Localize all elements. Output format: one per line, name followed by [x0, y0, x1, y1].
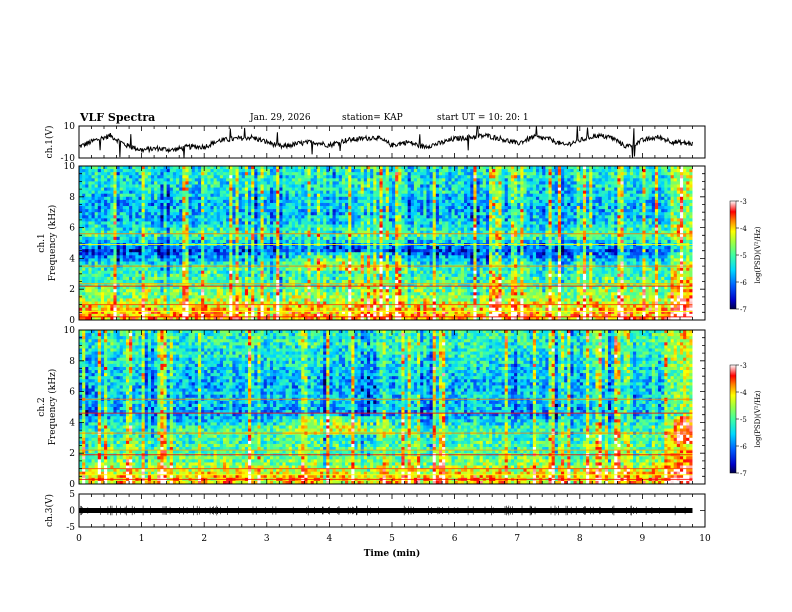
ch1-spec-y-tick-label: 6	[69, 224, 75, 234]
ch1-spec-channel-label: ch.1	[37, 233, 47, 252]
ch3-voltage-panel	[79, 505, 693, 516]
ch1-colorbar	[729, 200, 737, 310]
x-tick-label: 8	[577, 534, 583, 544]
x-tick-label: 7	[514, 534, 520, 544]
ch1-spec-y-tick-label: 4	[69, 254, 75, 264]
figure-title: VLF Spectra	[80, 111, 156, 124]
ch1-colorbar-tick-label: -3	[740, 198, 747, 206]
ch3-x-ticks	[78, 494, 706, 527]
ch2-colorbar-tick-label: -3	[740, 362, 747, 370]
ch1-spec-y-ticks	[79, 165, 705, 321]
ch1-y-tick-label: -10	[61, 154, 76, 164]
ch1-y-tick-label: 10	[64, 122, 76, 132]
ch2-spec-y-ticks	[79, 329, 705, 485]
ch1-spec-y-tick-label: 8	[69, 193, 75, 203]
figure-date: Jan. 29, 2026	[250, 113, 311, 123]
ch3-y-tick-label: 0	[69, 507, 75, 517]
x-axis-label: Time (min)	[364, 548, 421, 559]
ch3-y-tick-label: 5	[69, 490, 75, 500]
ch1-spec-y-tick-label: 2	[69, 285, 75, 295]
ch2-spec-y-tick-label: 6	[69, 388, 75, 398]
ch2-spec-y-axis-label: Frequency (kHz)	[47, 369, 58, 446]
ch1-voltage-trace	[78, 125, 693, 159]
figure-start-ut: start UT = 10: 20: 1	[437, 113, 529, 123]
ch2-spec-channel-label: ch.2	[37, 397, 47, 416]
ch2-spec-y-tick-label: 10	[64, 326, 76, 336]
ch1-voltage-panel	[78, 125, 693, 159]
ch2-spec-x-ticks	[78, 330, 706, 484]
ch1-spec-x-ticks	[78, 166, 706, 320]
ch1-colorbar-tick-label: -5	[740, 252, 747, 260]
ch1-x-ticks	[78, 126, 706, 158]
ch2-colorbar	[729, 364, 737, 474]
x-tick-label: 2	[201, 534, 207, 544]
ch1-colorbar-tick-label: -7	[740, 306, 747, 314]
ch2-colorbar-tick-label: -4	[740, 389, 747, 397]
ch2-colorbar-label: log(PSD)(V²/Hz)	[754, 390, 762, 447]
ch2-spec-y-tick-label: 4	[69, 418, 75, 428]
colorbars: -3 -4 -5 -6 -7 log(PSD)(V²/Hz) -3 -4 -5 -6 -7 log(P…	[729, 198, 762, 478]
ch3-voltage-spikes	[80, 505, 686, 516]
ch1-colorbar-tick-label: -4	[740, 225, 747, 233]
ch1-spec-y-tick-label: 0	[69, 316, 75, 326]
ch2-spec-y-tick-label: 2	[69, 449, 75, 459]
ch1-colorbar-label: log(PSD)(V²/Hz)	[754, 226, 762, 283]
ch2-colorbar-tick-label: -5	[740, 416, 747, 424]
x-tick-label: 6	[452, 534, 458, 544]
ch1-no-data-strip	[692, 166, 693, 320]
ch2-no-data-strip	[692, 330, 693, 484]
ch2-spec-y-tick-label: 8	[69, 357, 75, 367]
ch2-spectrogram-panel	[79, 330, 693, 484]
ch2-spectrogram-cells	[79, 330, 693, 484]
ch1-spectrogram-panel	[79, 166, 693, 320]
ch2-colorbar-tick-label: -7	[740, 470, 747, 478]
ch2-spec-y-tick-label: 0	[69, 480, 75, 490]
ch2-colorbar-tick-label: -6	[740, 443, 747, 451]
ch3-y-tick-label: -5	[66, 523, 75, 533]
x-tick-label: 0	[76, 534, 82, 544]
x-tick-label: 4	[327, 534, 333, 544]
ch3-y-axis-label: ch.3(V)	[44, 494, 55, 527]
x-tick-label: 1	[139, 534, 145, 544]
figure-station: station= KAP	[342, 113, 403, 123]
ch1-spec-y-tick-label: 10	[64, 162, 76, 172]
x-tick-label: 9	[640, 534, 646, 544]
ch1-spec-y-axis-label: Frequency (kHz)	[47, 205, 58, 282]
ch1-spectrogram-cells	[79, 166, 693, 320]
x-tick-label: 10	[699, 534, 711, 544]
ch1-colorbar-tick-label: -6	[740, 279, 747, 287]
x-tick-label: 5	[389, 534, 395, 544]
x-tick-label: 3	[264, 534, 270, 544]
ch3-voltage-trace	[79, 508, 693, 513]
ch1-y-axis-label: ch.1(V)	[44, 126, 55, 159]
